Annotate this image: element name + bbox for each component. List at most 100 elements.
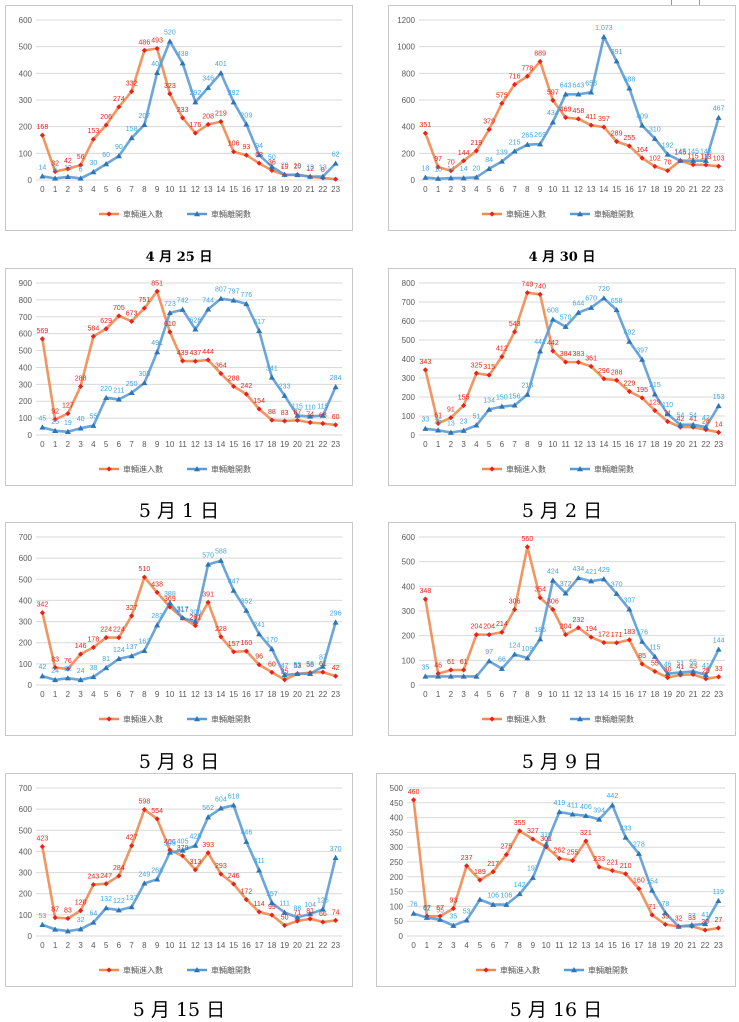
- data-label-entry: 42: [64, 158, 72, 165]
- data-label-entry: 129: [649, 399, 661, 406]
- data-label-entry: 219: [471, 140, 483, 147]
- y-tick-label: 400: [402, 582, 416, 591]
- data-label-exit: 401: [215, 61, 227, 68]
- data-label-entry: 157: [228, 641, 240, 648]
- x-tick-label: 5: [104, 941, 109, 950]
- data-label-entry: 486: [139, 39, 151, 46]
- x-tick-label: 5: [487, 185, 492, 194]
- y-tick-label: 600: [402, 533, 416, 542]
- data-label-exit: 213: [522, 383, 534, 390]
- data-label-entry: 67: [423, 905, 431, 912]
- x-tick-label: 18: [650, 440, 659, 449]
- y-tick-label: 150: [390, 888, 404, 897]
- data-point-exit: [103, 664, 110, 671]
- data-point-entry: [473, 370, 479, 376]
- data-label-entry: 20: [293, 164, 301, 171]
- x-tick-label: 3: [461, 440, 466, 449]
- data-point-entry: [435, 164, 441, 170]
- data-label-entry: 83: [281, 410, 289, 417]
- y-tick-label: 200: [402, 393, 416, 402]
- data-point-exit: [52, 427, 59, 433]
- data-label-exit: 372: [560, 581, 572, 588]
- data-point-exit: [90, 919, 97, 925]
- data-label-exit: 341: [266, 365, 278, 372]
- data-label-entry: 97: [434, 156, 442, 163]
- chart-panel-0516: 0 50 100 150 200 250 300 350 400 450 500 0 1 2 3 4 5 6 7 8 9…: [376, 773, 736, 987]
- data-point-exit: [243, 607, 250, 613]
- data-point-exit: [154, 622, 161, 628]
- data-point-exit: [77, 926, 84, 932]
- x-tick-label: 4: [474, 185, 479, 194]
- x-tick-label: 16: [242, 185, 251, 194]
- data-label-exit: 54: [676, 413, 684, 420]
- chart-caption-0425: 4 月 25 日: [145, 250, 213, 265]
- data-point-entry: [307, 916, 313, 922]
- data-label-exit: 145: [675, 149, 687, 156]
- data-label-entry: 70: [447, 160, 455, 167]
- data-point-exit: [141, 121, 148, 127]
- data-point-exit: [524, 391, 531, 397]
- data-label-entry: 87: [51, 907, 59, 914]
- data-label-exit: 608: [547, 307, 559, 314]
- data-label-exit: 891: [611, 49, 623, 56]
- x-tick-label: 21: [689, 440, 698, 449]
- x-tick-label: 15: [612, 690, 621, 699]
- data-label-entry: 323: [164, 83, 176, 90]
- data-point-entry: [503, 852, 509, 858]
- data-point-exit: [511, 651, 518, 657]
- x-tick-label: 8: [142, 690, 147, 699]
- data-label-exit: 157: [266, 891, 278, 898]
- data-label-entry: 351: [420, 122, 432, 129]
- data-label-exit: 658: [611, 298, 623, 305]
- data-point-exit: [422, 425, 429, 431]
- x-tick-label: 11: [561, 440, 570, 449]
- x-tick-label: 10: [165, 690, 174, 699]
- series-line-entry: [424, 60, 719, 172]
- data-label-entry: 55: [651, 660, 659, 667]
- x-tick-label: 19: [663, 185, 672, 194]
- x-tick-label: 23: [331, 941, 340, 950]
- data-label-entry: 71: [648, 904, 656, 911]
- data-point-entry: [715, 925, 721, 931]
- data-point-entry: [662, 921, 668, 928]
- data-point-exit: [205, 561, 212, 567]
- data-point-exit: [447, 429, 454, 435]
- data-point-exit: [473, 174, 480, 180]
- data-point-exit: [516, 890, 523, 897]
- x-tick-label: 22: [318, 185, 327, 194]
- x-tick-label: 20: [293, 941, 302, 950]
- data-label-exit: 292: [228, 90, 240, 97]
- x-tick-label: 20: [676, 690, 685, 699]
- data-label-entry: 705: [113, 305, 125, 312]
- y-tick-label: 0: [28, 431, 33, 440]
- data-label-entry: 342: [37, 602, 49, 609]
- data-label-entry: 288: [611, 369, 623, 376]
- data-label-exit: 405: [177, 838, 189, 845]
- data-point-exit: [281, 171, 288, 177]
- x-tick-label: 19: [661, 941, 670, 950]
- data-point-exit: [52, 676, 59, 683]
- data-point-entry: [52, 915, 58, 921]
- data-label-exit: 434: [573, 566, 585, 573]
- data-label-exit: 81: [102, 656, 110, 663]
- data-label-exit: 428: [190, 834, 202, 841]
- x-tick-label: 14: [216, 185, 225, 194]
- x-tick-label: 1: [436, 690, 441, 699]
- data-point-entry: [461, 402, 467, 409]
- data-label-entry: 153: [88, 128, 100, 135]
- data-label-exit: 604: [215, 796, 227, 803]
- x-tick-label: 9: [155, 690, 160, 699]
- y-tick-label: 100: [19, 911, 33, 920]
- data-label-entry: 332: [126, 80, 138, 87]
- data-point-exit: [498, 403, 505, 409]
- data-label-exit: 284: [330, 375, 342, 382]
- x-tick-label: 0: [40, 185, 45, 194]
- y-tick-label: 800: [402, 279, 416, 288]
- data-point-entry: [588, 634, 594, 640]
- data-label-exit: 688: [624, 76, 636, 83]
- data-label-exit: 346: [202, 76, 214, 83]
- x-tick-label: 0: [40, 440, 45, 449]
- data-label-exit: 370: [330, 846, 342, 853]
- data-point-entry: [256, 406, 262, 412]
- data-label-exit: 104: [304, 902, 316, 909]
